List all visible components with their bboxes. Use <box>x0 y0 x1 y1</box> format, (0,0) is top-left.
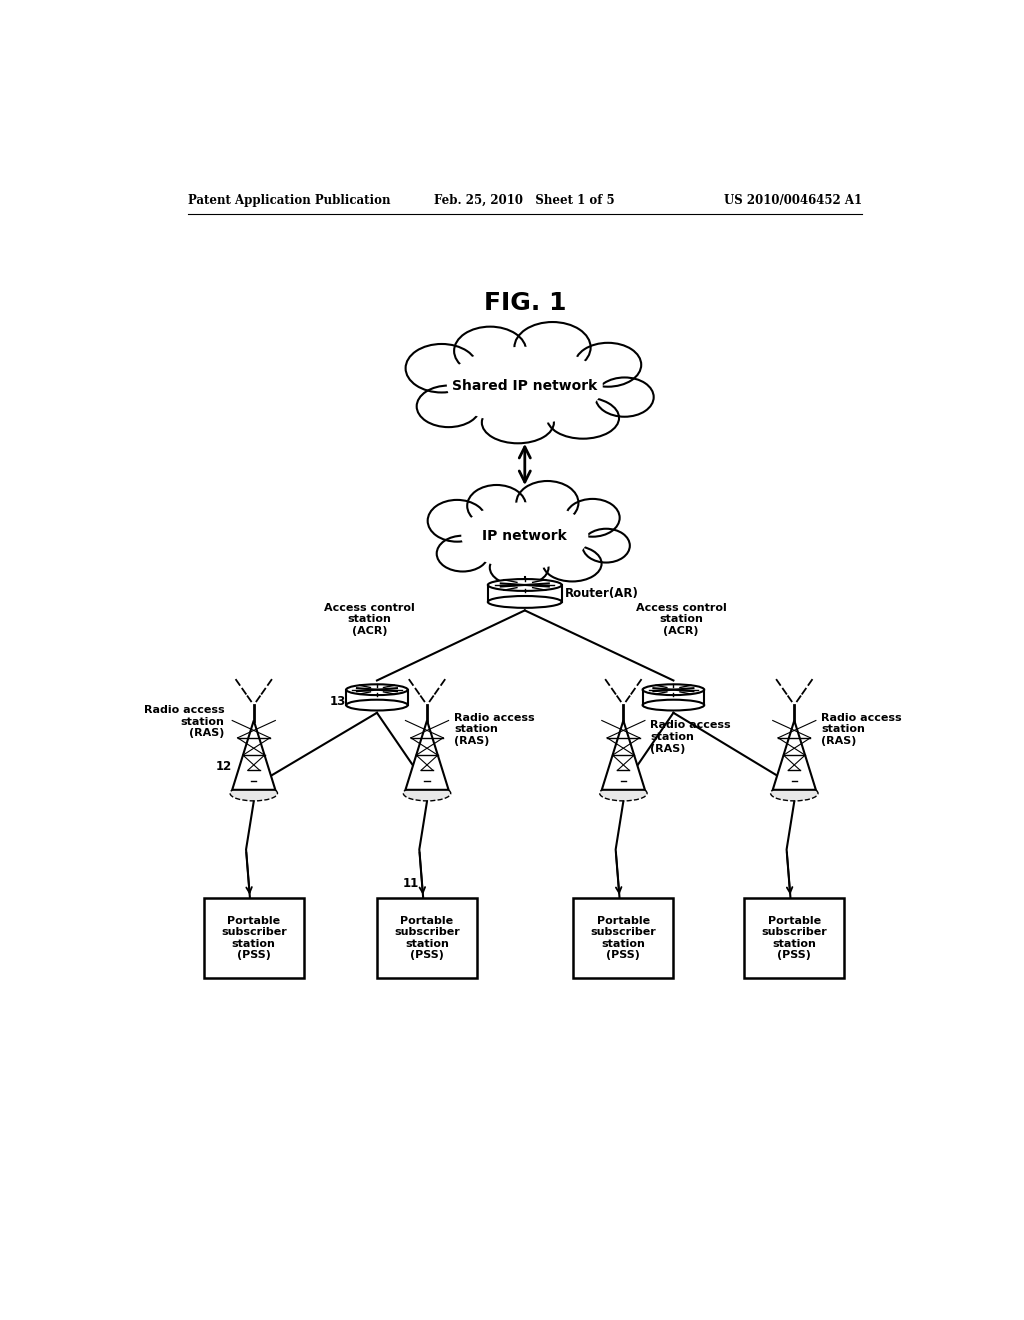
Ellipse shape <box>406 345 477 392</box>
Polygon shape <box>346 689 408 705</box>
Ellipse shape <box>487 579 562 591</box>
Ellipse shape <box>346 700 408 710</box>
Text: Portable
subscriber
station
(PSS): Portable subscriber station (PSS) <box>762 916 827 961</box>
Ellipse shape <box>230 785 278 801</box>
Ellipse shape <box>516 480 579 525</box>
Polygon shape <box>744 898 845 978</box>
Text: Feb. 25, 2010   Sheet 1 of 5: Feb. 25, 2010 Sheet 1 of 5 <box>434 194 615 207</box>
Text: IP network: IP network <box>482 529 567 543</box>
Polygon shape <box>573 898 674 978</box>
Ellipse shape <box>346 684 408 696</box>
Text: 11: 11 <box>403 876 419 890</box>
Text: Radio access
station
(RAS): Radio access station (RAS) <box>821 713 902 746</box>
Polygon shape <box>406 721 449 789</box>
Text: 13: 13 <box>330 694 346 708</box>
Text: Portable
subscriber
station
(PSS): Portable subscriber station (PSS) <box>591 916 656 961</box>
Ellipse shape <box>436 536 488 572</box>
Ellipse shape <box>543 545 601 581</box>
Ellipse shape <box>403 785 451 801</box>
Ellipse shape <box>417 385 480 428</box>
Text: Router(AR): Router(AR) <box>565 587 639 601</box>
Ellipse shape <box>771 785 818 801</box>
Polygon shape <box>377 898 477 978</box>
Ellipse shape <box>446 347 603 424</box>
Text: Access control
station
(ACR): Access control station (ACR) <box>324 603 415 636</box>
Ellipse shape <box>547 397 620 438</box>
Ellipse shape <box>482 401 554 444</box>
Ellipse shape <box>461 503 589 569</box>
Text: Access control
station
(ACR): Access control station (ACR) <box>636 603 726 636</box>
Ellipse shape <box>574 343 641 387</box>
Ellipse shape <box>467 484 526 527</box>
Ellipse shape <box>489 549 549 586</box>
Ellipse shape <box>600 785 647 801</box>
Polygon shape <box>232 721 275 789</box>
Text: FIG. 1: FIG. 1 <box>483 292 566 315</box>
Ellipse shape <box>643 700 705 710</box>
Ellipse shape <box>643 684 705 696</box>
Text: Portable
subscriber
station
(PSS): Portable subscriber station (PSS) <box>394 916 460 961</box>
Text: 12: 12 <box>216 760 232 774</box>
Ellipse shape <box>454 326 526 375</box>
Ellipse shape <box>565 499 620 537</box>
Text: US 2010/0046452 A1: US 2010/0046452 A1 <box>724 194 862 207</box>
Text: Shared IP network: Shared IP network <box>453 379 597 392</box>
Text: Portable
subscriber
station
(PSS): Portable subscriber station (PSS) <box>221 916 287 961</box>
Text: Patent Application Publication: Patent Application Publication <box>188 194 391 207</box>
Ellipse shape <box>428 500 486 541</box>
Ellipse shape <box>596 378 653 417</box>
Ellipse shape <box>487 597 562 607</box>
Text: Radio access
station
(RAS): Radio access station (RAS) <box>650 721 731 754</box>
Text: Radio access
station
(RAS): Radio access station (RAS) <box>144 705 224 738</box>
Ellipse shape <box>514 322 591 372</box>
Ellipse shape <box>583 529 630 562</box>
Polygon shape <box>773 721 816 789</box>
Polygon shape <box>602 721 645 789</box>
Polygon shape <box>487 585 562 602</box>
Polygon shape <box>204 898 304 978</box>
Polygon shape <box>643 689 705 705</box>
Text: Radio access
station
(RAS): Radio access station (RAS) <box>454 713 535 746</box>
